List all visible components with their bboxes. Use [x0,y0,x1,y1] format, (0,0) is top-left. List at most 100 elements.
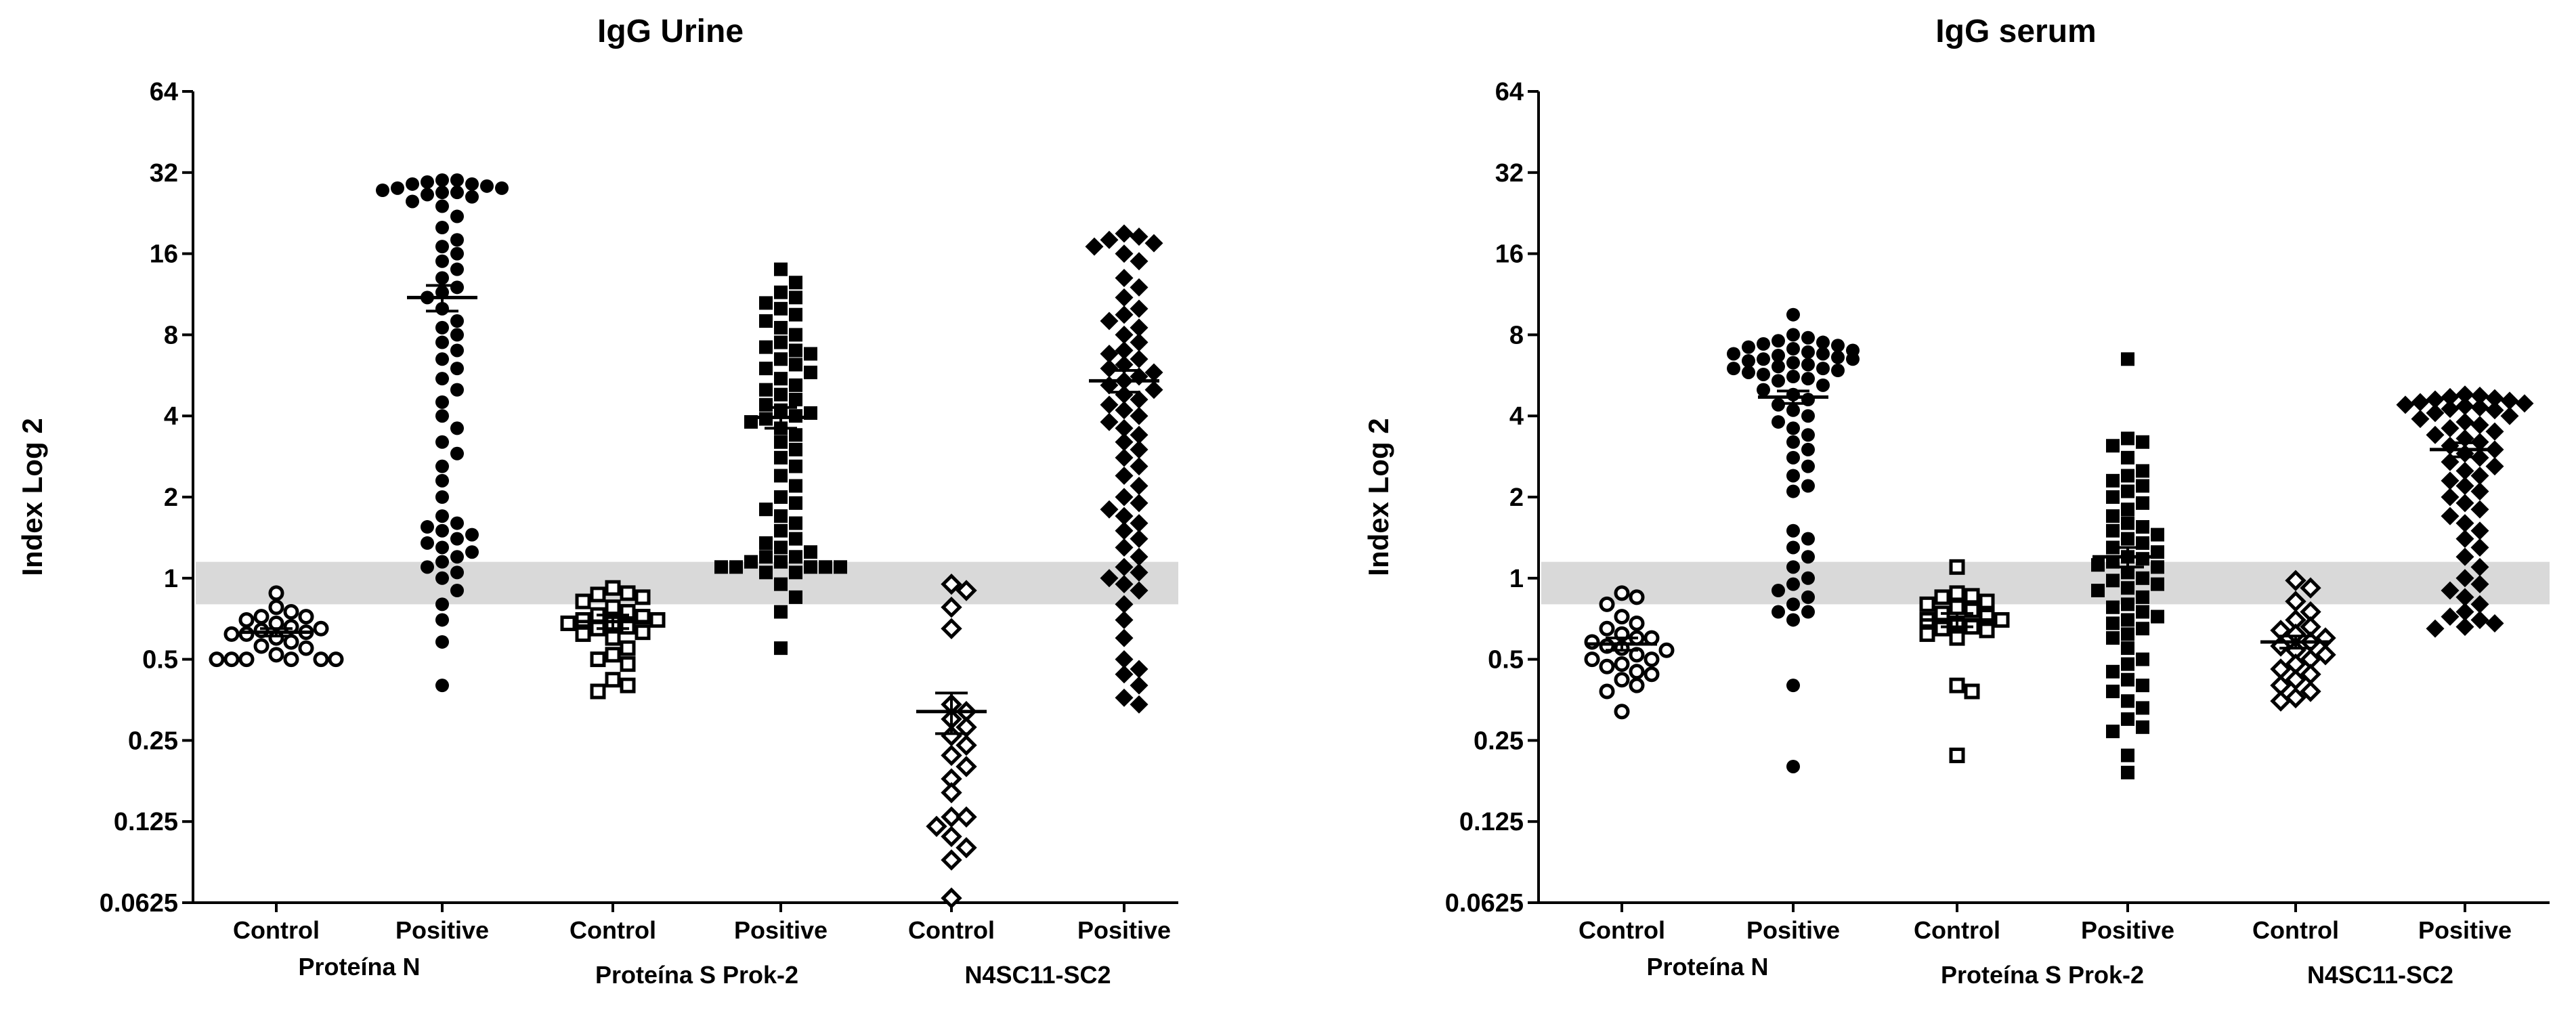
data-point [590,683,606,700]
data-point [605,647,621,663]
data-point [435,335,449,349]
category-label: Positive [2418,916,2512,944]
data-point [804,560,817,574]
data-point [1629,664,1645,680]
data-point [421,536,434,550]
data-point [450,314,464,328]
data-point [789,532,802,546]
data-point [2121,431,2134,446]
data-point [819,560,832,574]
data-point [2285,570,2306,591]
data-point [1085,237,1104,256]
data-point [1801,550,1815,564]
data-point [2441,507,2460,525]
data-point [1934,589,1950,605]
data-point [2106,664,2120,679]
data-point [1614,585,1630,601]
data-point [2455,494,2474,513]
data-point [450,246,464,261]
data-point [774,509,788,523]
data-point [2441,607,2460,626]
data-point [223,651,240,668]
category-label: Positive [1077,916,1171,944]
data-point [435,635,449,649]
data-point [313,651,329,668]
data-point [789,442,802,456]
data-point [1831,339,1845,353]
data-point [1772,374,1785,388]
data-point [941,849,962,871]
data-point [450,186,464,200]
data-point [1801,442,1815,456]
data-point [2136,679,2149,693]
data-point [2136,652,2149,666]
data-point [435,199,449,213]
data-point [1786,370,1800,384]
data-point [605,630,621,646]
data-point [2315,627,2336,649]
data-point [1115,575,1134,594]
data-point [1115,688,1134,707]
data-point [1772,584,1785,598]
data-point [620,677,636,693]
data-point [2285,687,2306,709]
data-point [435,409,449,423]
data-point [926,815,947,837]
data-point [1786,613,1800,627]
data-point [1100,359,1119,378]
data-point [2455,461,2474,480]
data-point [1742,353,1755,368]
data-point [2136,479,2149,493]
data-point [2151,528,2164,542]
data-point [941,806,962,828]
data-point [421,560,434,574]
data-point [435,490,449,504]
data-point [2091,584,2105,598]
y-axis-label: Index Log 2 [16,418,48,576]
data-point [1144,363,1163,382]
data-point [941,618,962,639]
group-label: Proteína S Prok-2 [1941,961,2144,989]
data-point [804,365,817,379]
data-point [1130,390,1149,409]
data-point [2470,482,2489,501]
data-point [1144,381,1163,400]
y-axis-label: Index Log 2 [1362,418,1394,576]
data-point [450,446,464,460]
data-point [1786,577,1800,591]
data-point [2121,450,2134,465]
data-point [2470,595,2489,614]
data-point [635,624,651,641]
data-point [1614,609,1630,625]
data-point [2136,552,2149,566]
data-point [2441,418,2460,437]
data-point [2121,627,2134,641]
data-point [2300,577,2321,599]
data-point [1786,484,1800,498]
data-point [2136,622,2149,636]
category-label: Positive [1746,916,1840,944]
data-point [435,435,449,449]
data-point [1100,230,1119,249]
data-point [435,613,449,627]
data-point [283,634,299,650]
data-point [1130,228,1149,246]
data-point [789,393,802,407]
data-point [2315,644,2336,666]
data-point [1115,305,1134,324]
data-point [2470,386,2489,405]
data-point [1115,557,1134,576]
data-point [789,291,802,305]
data-point [450,362,464,376]
data-point [714,560,728,574]
y-tick-label: 32 [1495,159,1524,188]
data-point [238,611,255,628]
data-point [2426,425,2445,444]
data-point [774,285,788,299]
data-point [774,372,788,386]
data-point [1115,268,1134,287]
data-point [2121,597,2134,611]
data-point [1130,457,1149,476]
category-label: Control [2252,916,2339,944]
data-point [1130,494,1149,513]
